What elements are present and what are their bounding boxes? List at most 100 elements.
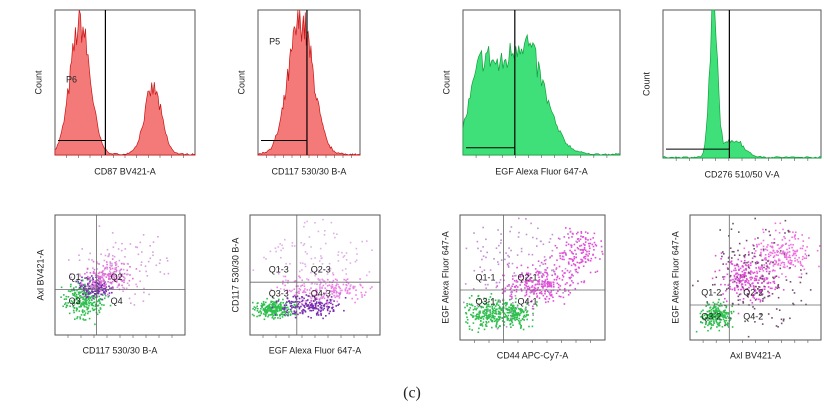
event-dot: [483, 269, 486, 271]
event-dot: [485, 309, 487, 311]
event-dot: [737, 303, 740, 306]
event-dot: [103, 304, 105, 306]
event-dot: [733, 269, 735, 272]
event-dot: [312, 307, 314, 310]
event-dot: [130, 302, 132, 304]
event-dot: [104, 294, 107, 297]
event-dot: [296, 291, 299, 294]
event-dot: [315, 273, 318, 275]
event-dot: [338, 286, 341, 289]
event-dot: [355, 289, 357, 291]
event-dot: [476, 304, 479, 307]
event-dot: [780, 262, 783, 264]
event-dot: [519, 274, 522, 277]
event-dot: [303, 243, 306, 245]
event-dot: [818, 265, 820, 268]
event-dot: [490, 293, 493, 295]
event-dot: [120, 262, 123, 265]
event-dot: [802, 240, 805, 242]
event-dot: [94, 293, 96, 295]
event-dot: [291, 245, 294, 247]
event-dot: [496, 303, 498, 306]
event-dot: [724, 315, 727, 317]
event-dot: [278, 306, 280, 308]
event-dot: [784, 219, 787, 222]
event-dot: [317, 314, 320, 316]
event-dot: [495, 281, 498, 284]
event-dot: [775, 308, 778, 310]
event-dot: [730, 260, 733, 262]
event-dot: [308, 307, 311, 310]
event-dot: [79, 282, 82, 284]
event-dot: [118, 270, 121, 272]
event-dot: [735, 272, 738, 274]
event-dot: [267, 314, 270, 316]
event-dot: [263, 304, 266, 306]
event-dot: [760, 255, 762, 257]
event-dot: [260, 308, 262, 310]
event-dot: [721, 314, 723, 316]
event-dot: [575, 240, 577, 243]
event-dot: [790, 243, 792, 246]
event-dot: [279, 243, 281, 245]
event-dot: [320, 301, 322, 304]
event-dot: [724, 283, 726, 286]
event-dot: [589, 242, 592, 245]
event-dot: [509, 309, 511, 312]
event-dot: [544, 279, 547, 281]
event-dot: [261, 302, 263, 305]
event-dot: [92, 304, 95, 307]
event-dot: [301, 296, 304, 299]
event-dot: [525, 308, 527, 311]
event-dot: [765, 258, 767, 261]
event-dot: [502, 274, 504, 277]
event-dot: [709, 314, 712, 316]
event-dot: [752, 284, 755, 287]
event-dot: [466, 322, 469, 324]
event-dot: [733, 280, 736, 283]
event-dot: [158, 262, 161, 265]
event-dot: [136, 285, 138, 288]
event-dot: [84, 285, 87, 288]
event-dot: [518, 314, 521, 317]
event-dot: [108, 277, 110, 279]
event-dot: [512, 304, 515, 307]
event-dot: [332, 272, 334, 274]
event-dot: [816, 249, 819, 252]
event-dot: [727, 324, 729, 327]
event-dot: [306, 252, 308, 255]
event-dot: [515, 316, 517, 319]
event-dot: [468, 309, 471, 311]
event-dot: [742, 300, 744, 303]
event-dot: [541, 276, 543, 278]
event-dot: [748, 286, 750, 289]
event-dot: [273, 301, 275, 303]
event-dot: [292, 312, 294, 315]
x-axis-label: CD117 530/30 B-A: [272, 166, 347, 176]
event-dot: [102, 278, 105, 280]
event-dot: [511, 312, 514, 315]
event-dot: [302, 262, 304, 265]
event-dot: [336, 283, 338, 285]
event-dot: [80, 314, 83, 316]
event-dot: [480, 324, 482, 326]
event-dot: [743, 255, 745, 257]
event-dot: [528, 325, 530, 328]
event-dot: [484, 283, 487, 286]
event-dot: [280, 256, 282, 259]
event-dot: [498, 281, 501, 284]
event-dot: [526, 282, 528, 285]
event-dot: [789, 231, 791, 233]
event-dot: [794, 265, 797, 267]
event-dot: [332, 279, 335, 282]
event-dot: [731, 250, 734, 253]
event-dot: [526, 286, 528, 288]
event-dot: [267, 315, 269, 318]
event-dot: [73, 311, 75, 314]
event-dot: [721, 315, 724, 318]
event-dot: [88, 277, 91, 279]
event-dot: [525, 313, 528, 316]
event-dot: [282, 307, 284, 310]
event-dot: [306, 305, 308, 307]
event-dot: [81, 303, 83, 306]
